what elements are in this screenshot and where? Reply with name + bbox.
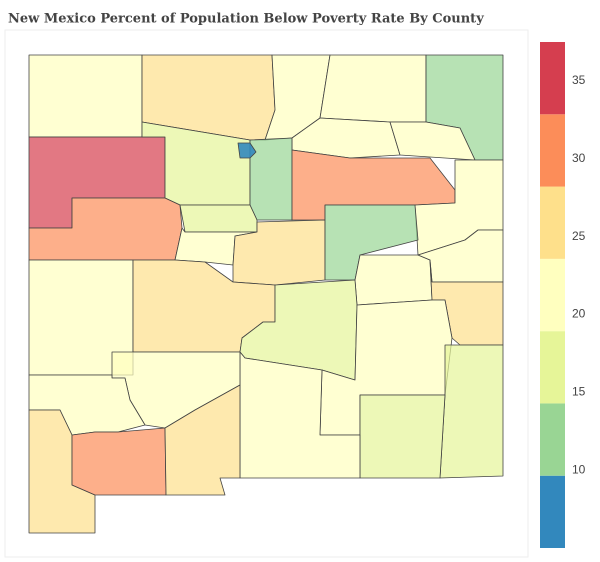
- county: [239, 351, 361, 479]
- county: [439, 344, 504, 479]
- colorbar-band: [540, 258, 565, 332]
- county: [359, 394, 446, 479]
- colorbar-tick-label: 30: [572, 151, 586, 165]
- chart-title: New Mexico Percent of Population Below P…: [8, 12, 484, 27]
- county: [179, 204, 258, 233]
- colorbar-band: [540, 186, 565, 259]
- colorbar-band: [540, 403, 565, 476]
- colorbar-band: [540, 475, 565, 548]
- colorbar-band: [540, 114, 565, 187]
- counties: [28, 54, 504, 534]
- county: [354, 254, 433, 306]
- county: [71, 427, 167, 496]
- colorbar-tick-label: 10: [572, 462, 586, 476]
- colorbar-tick-label: 25: [572, 229, 586, 243]
- county: [249, 137, 293, 221]
- county: [28, 54, 143, 138]
- colorbar-tick-label: 15: [572, 384, 586, 398]
- county: [237, 142, 257, 159]
- colorbar-tick-label: 35: [572, 73, 586, 87]
- county: [319, 54, 427, 123]
- colorbar-band: [540, 331, 565, 404]
- county: [164, 384, 241, 496]
- colorbar-band: [540, 42, 565, 115]
- colorbar-tick-label: 20: [572, 307, 586, 321]
- colorbar: 10 15 20 25 30 35: [540, 42, 586, 548]
